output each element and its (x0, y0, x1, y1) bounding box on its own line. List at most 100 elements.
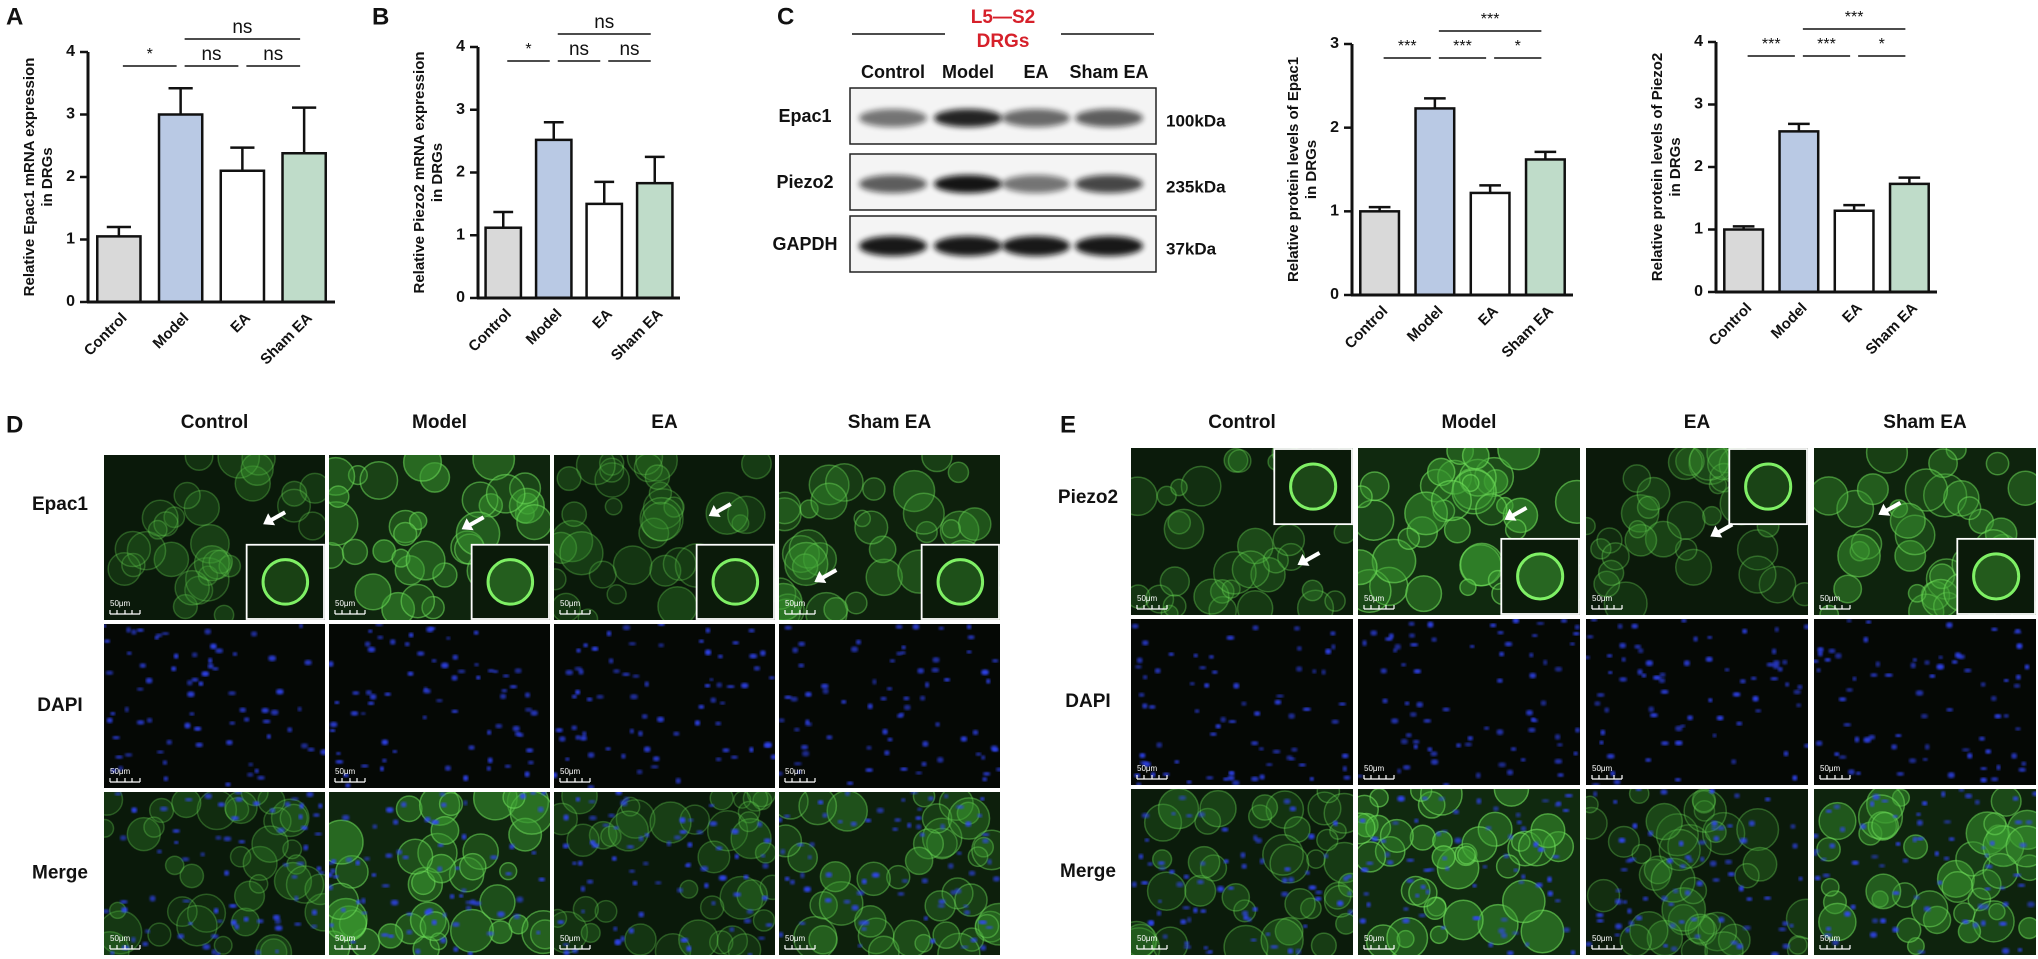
y-tick-label: 0 (66, 293, 75, 310)
nucleus (2011, 753, 2018, 759)
cell (716, 925, 749, 955)
nucleus (1984, 853, 1989, 858)
nucleus (715, 846, 723, 851)
nucleus (497, 911, 505, 918)
nucleus (1180, 919, 1187, 925)
nucleus (215, 952, 221, 955)
cell (1459, 578, 1477, 597)
scale-bar (1363, 945, 1395, 950)
nucleus (1493, 806, 1499, 812)
nucleus (243, 916, 249, 922)
cell (633, 455, 664, 483)
cell (819, 860, 852, 893)
nucleus (424, 909, 430, 916)
nucleus (1174, 760, 1180, 764)
nucleus (1518, 880, 1525, 885)
nucleus (1912, 658, 1917, 662)
region-label-bg (945, 8, 1061, 54)
bar (1524, 158, 1566, 297)
nucleus (1286, 755, 1293, 761)
nucleus (1834, 752, 1840, 757)
nucleus (924, 681, 930, 688)
nucleus (1526, 709, 1533, 716)
nucleus (919, 695, 926, 701)
nucleus (287, 727, 293, 733)
cell (1429, 925, 1449, 945)
micrograph-bg (779, 792, 1000, 955)
micrograph: 50μm (1131, 448, 1353, 615)
nucleus (1162, 934, 1168, 939)
bar (1723, 228, 1765, 294)
cell (854, 510, 889, 545)
column-header: Model (1442, 412, 1497, 433)
scale-bar (559, 610, 591, 615)
nucleus (345, 783, 351, 788)
nucleus (423, 686, 428, 692)
nucleus (268, 655, 277, 662)
cell (1227, 448, 1252, 473)
nucleus (743, 874, 749, 880)
nucleus (136, 628, 144, 632)
nucleus (743, 918, 752, 924)
cell (726, 495, 766, 535)
nucleus (486, 729, 492, 735)
nucleus (1668, 902, 1674, 907)
nucleus (1464, 742, 1473, 747)
nucleus (495, 723, 503, 729)
panel-label: B (372, 3, 389, 30)
nucleus (1870, 673, 1878, 677)
nucleus (1359, 818, 1366, 823)
nucleus (126, 626, 131, 633)
cell (189, 523, 230, 564)
nucleus (944, 794, 949, 799)
cell (1787, 935, 1808, 955)
cell (1504, 518, 1527, 541)
nucleus (986, 678, 991, 684)
blot-band (859, 175, 927, 193)
cell (1697, 911, 1738, 952)
nucleus (760, 650, 766, 656)
nucleus (709, 678, 714, 682)
nucleus (424, 816, 431, 823)
nucleus (210, 643, 217, 650)
cell (1396, 929, 1415, 949)
nucleus (182, 899, 191, 903)
cell (779, 824, 803, 858)
nucleus (886, 686, 893, 691)
y-tick-label: 3 (66, 106, 75, 123)
nucleus (1384, 637, 1393, 641)
nucleus (300, 743, 308, 749)
nucleus (1499, 651, 1505, 657)
cell (329, 819, 364, 865)
nucleus (155, 633, 163, 638)
nucleus (1619, 677, 1627, 682)
cell (1386, 917, 1429, 955)
cell (299, 472, 325, 504)
nucleus (1782, 943, 1790, 949)
nucleus (696, 830, 704, 835)
nucleus (1208, 949, 1213, 954)
nucleus (1414, 818, 1419, 823)
blot-size-label: 37kDa (1166, 239, 1217, 258)
cell (164, 855, 185, 876)
nucleus (708, 803, 715, 808)
nucleus (380, 933, 389, 937)
cell (1323, 792, 1353, 834)
cell (248, 874, 269, 894)
cell (1404, 491, 1449, 536)
cell (509, 792, 550, 835)
nucleus (715, 721, 722, 726)
nucleus (1790, 824, 1796, 829)
nucleus (2013, 873, 2021, 877)
y-tick-label: 0 (456, 289, 465, 306)
nucleus (1620, 867, 1628, 872)
nucleus (1902, 858, 1909, 863)
nucleus (291, 874, 298, 879)
nucleus (621, 753, 626, 759)
column-header: Control (181, 412, 249, 433)
nucleus (1430, 751, 1438, 757)
bar (585, 202, 624, 300)
nucleus (2027, 901, 2035, 908)
cell (1643, 855, 1673, 885)
cell (1785, 898, 1808, 940)
